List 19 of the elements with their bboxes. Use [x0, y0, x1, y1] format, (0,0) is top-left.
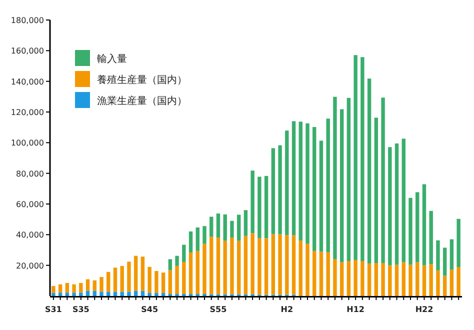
- xtick-label: S35: [72, 305, 90, 314]
- xtick-label: H2: [280, 305, 294, 314]
- xtick-label: H22: [415, 305, 434, 314]
- ytick-label: 60,000: [16, 200, 44, 209]
- ytick-label: 140,000: [10, 77, 44, 86]
- xtick-label: S55: [210, 305, 227, 314]
- ytick-label: 100,000: [10, 138, 44, 148]
- ytick-label: 120,000: [10, 108, 44, 117]
- legend-label: 輸入量: [97, 54, 127, 65]
- legend-label: 養殖生産量（国内）: [97, 75, 187, 86]
- xtick-label: S45: [141, 305, 158, 314]
- ytick-label: 40,000: [16, 230, 44, 240]
- xtick-label: H12: [346, 305, 364, 314]
- ytick-label: 80,000: [16, 169, 44, 178]
- ytick-label: 20,000: [16, 261, 44, 270]
- ytick-label: 160,000: [10, 46, 44, 56]
- xtick-label: S31: [44, 305, 62, 314]
- legend-label: 漁業生産量（国内）: [97, 96, 187, 107]
- ytick-label: 180,000: [10, 16, 44, 25]
